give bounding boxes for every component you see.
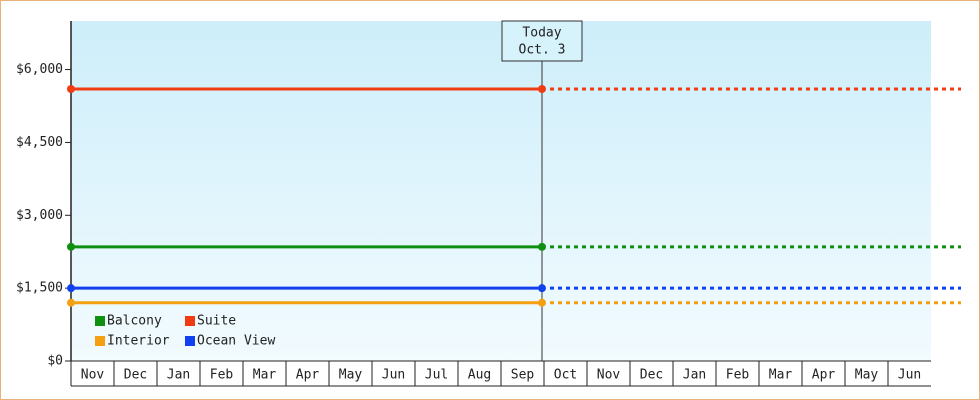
x-tick-label: Dec — [640, 368, 663, 383]
x-tick-label: Feb — [726, 368, 750, 383]
x-tick-label: Jan — [683, 368, 706, 383]
x-tick-label: Apr — [296, 368, 320, 383]
x-tick-label: Jun — [898, 368, 921, 383]
legend-swatch — [185, 336, 195, 346]
legend-label: Suite — [197, 314, 236, 329]
series-point — [67, 284, 75, 293]
x-tick-label: Jun — [382, 368, 405, 383]
legend-label: Ocean View — [197, 334, 275, 349]
legend-swatch — [185, 316, 195, 326]
y-tick-label: $3,000 — [16, 208, 63, 223]
y-tick-label: $6,000 — [16, 62, 63, 77]
y-tick-label: $1,500 — [16, 281, 63, 296]
x-tick-label: Sep — [511, 368, 535, 383]
x-tick-label: Jul — [425, 368, 448, 383]
series-point — [67, 298, 75, 307]
y-tick-label: $0 — [47, 354, 63, 369]
plot-area — [71, 21, 931, 361]
legend-label: Interior — [107, 334, 170, 349]
legend-swatch — [95, 336, 105, 346]
series-point — [538, 284, 546, 293]
series-point — [538, 242, 546, 251]
x-tick-label: May — [855, 368, 879, 383]
series-point — [67, 242, 75, 251]
x-tick-label: Apr — [812, 368, 836, 383]
x-tick-label: Dec — [124, 368, 147, 383]
x-tick-label: Oct — [554, 368, 577, 383]
x-tick-label: Mar — [769, 368, 793, 383]
x-tick-label: Aug — [468, 368, 491, 383]
y-tick-label: $4,500 — [16, 135, 63, 150]
today-label: Today — [522, 26, 561, 41]
legend-swatch — [95, 316, 105, 326]
series-point — [67, 85, 75, 93]
today-date: Oct. 3 — [519, 43, 566, 58]
x-tick-label: May — [339, 368, 363, 383]
series-point — [538, 85, 546, 93]
series-point — [538, 298, 546, 307]
x-tick-label: Nov — [597, 368, 621, 383]
x-tick-label: Jan — [167, 368, 190, 383]
x-tick-label: Feb — [210, 368, 234, 383]
today-box — [501, 20, 583, 62]
x-tick-label: Nov — [81, 368, 105, 383]
x-tick-label: Mar — [253, 368, 277, 383]
legend-label: Balcony — [107, 314, 162, 329]
